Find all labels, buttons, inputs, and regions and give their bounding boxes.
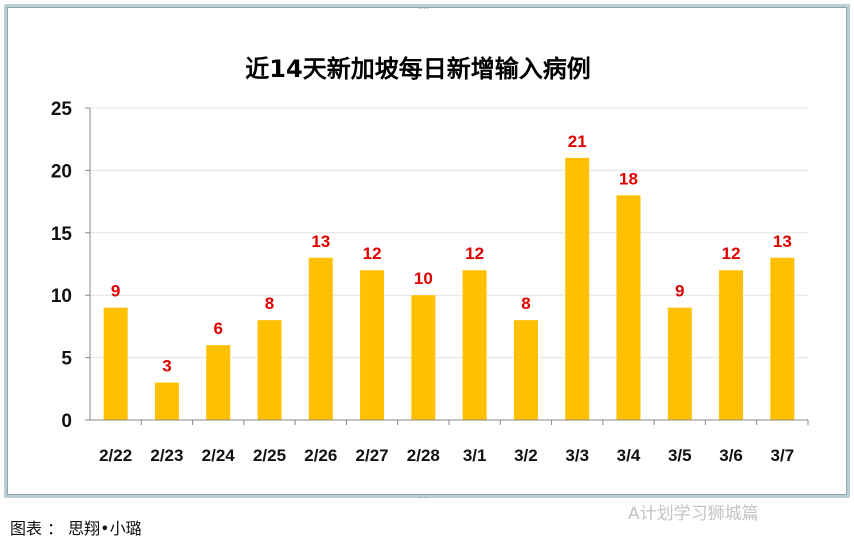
data-label: 21 [568,132,587,151]
watermark: A计划学习狮城篇 [628,504,759,524]
data-label: 8 [521,294,530,313]
bar [565,157,590,421]
bar [616,195,641,420]
x-tick-label: 2/27 [356,446,389,465]
data-label: 3 [162,357,171,376]
x-tick-label: 3/4 [617,446,641,465]
bar [667,307,692,420]
data-label: 12 [363,244,382,263]
x-tick-label: 3/1 [463,446,487,465]
x-tick-label: 2/28 [407,446,440,465]
data-label: 9 [111,282,120,301]
data-label: 12 [465,244,484,263]
data-label: 13 [773,232,792,251]
data-label: 8 [265,294,274,313]
chart-title: 近14天新加坡每日新增输入病例 [245,55,590,83]
bar [206,345,231,420]
x-tick-label: 2/26 [304,446,337,465]
y-tick-label: 0 [61,411,72,432]
data-label: 6 [213,319,222,338]
bar [360,270,385,420]
data-label: 13 [311,232,330,251]
data-label: 18 [619,169,638,188]
y-tick-label: 10 [51,286,72,307]
y-tick-label: 15 [51,224,73,245]
data-label: 10 [414,269,433,288]
x-tick-label: 2/23 [150,446,183,465]
resize-handle-top[interactable]: ···· [418,4,429,13]
bar [257,320,282,420]
x-tick-label: 2/25 [253,446,286,465]
bar-chart: 近14天新加坡每日新增输入病例 9 3 6 8 13 12 10 12 8 21 18 9 12 13 0 5… [51,55,809,465]
resize-handle-bottom[interactable]: ···· [418,493,429,502]
data-label: 9 [675,282,684,301]
x-tick-label: 2/24 [202,446,236,465]
bar [513,320,538,420]
y-tick-label: 5 [61,349,72,370]
x-tick-label: 3/7 [771,446,795,465]
data-label: 12 [722,244,741,263]
x-tick-label: 3/3 [565,446,589,465]
x-tick-label: 3/2 [514,446,538,465]
bar [411,295,436,420]
bar [154,382,179,420]
bar [770,257,795,420]
bar [103,307,128,420]
bar [719,270,744,420]
y-tick-label: 20 [51,161,72,182]
y-tick-label: 25 [51,99,73,120]
bar [462,270,487,420]
x-tick-label: 3/5 [668,446,692,465]
chart-caption: 图表 ： 思翔•小璐 [10,519,142,538]
x-tick-label: 2/22 [99,446,132,465]
bar [308,257,333,420]
x-tick-label: 3/6 [719,446,743,465]
